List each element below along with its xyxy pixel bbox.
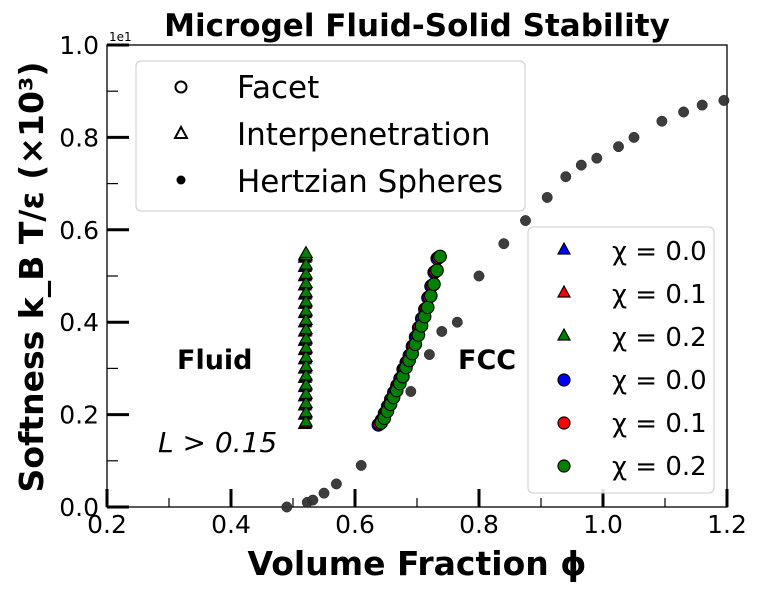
hertzian-point [473, 270, 485, 282]
x-axis-label: Volume Fraction ϕ [247, 544, 586, 583]
interpenetration-point [298, 266, 314, 279]
interpenetration-point [298, 284, 314, 298]
legend-chi-circ-0-label: χ = 0.0 [612, 366, 707, 396]
hertzian-point [281, 501, 293, 513]
legend-chi-circ-0-marker [557, 373, 571, 387]
hertzian-point [318, 487, 330, 499]
legend-facet-marker [174, 80, 188, 94]
legend-facet-label: Facet [237, 70, 319, 106]
legend-chi-box [527, 226, 715, 494]
legend-chi-circ-2-marker [557, 459, 571, 473]
y-tick-label: 0.8 [59, 123, 99, 152]
facet-point [427, 277, 441, 292]
facet-point [430, 263, 444, 278]
interpenetration-point [298, 377, 314, 390]
interpenetration-point [298, 386, 314, 399]
interpenetration-point [298, 395, 314, 409]
hertzian-point [451, 316, 463, 328]
facet-point [423, 288, 438, 303]
y-axis: 0.0 0.2 0.4 0.6 0.8 1.0 [59, 31, 129, 522]
legend-chi-circ-2-label: χ = 0.2 [612, 452, 707, 482]
interpenetration-point [298, 404, 314, 418]
hertzian-point [628, 131, 640, 143]
hertzian-series [281, 94, 730, 513]
y-tick-label: 1.0 [59, 31, 99, 60]
legend-markers-box [135, 60, 526, 212]
hertzian-point [520, 215, 531, 227]
hertzian-point [423, 349, 435, 360]
interpenetration-point [298, 275, 314, 289]
x-tick-label: 0.6 [335, 510, 375, 539]
legend-chi-circ-1-label: χ = 0.1 [612, 409, 707, 439]
interpenetration-point [298, 367, 314, 381]
hertzian-point [613, 141, 624, 153]
legend-chi-tri-0-marker [556, 241, 572, 255]
y-tick-label: 0.0 [59, 493, 99, 522]
interpenetration-point [298, 321, 314, 335]
y-tick-label: 0.4 [59, 308, 99, 337]
legend-chi-tri-0-label: χ = 0.0 [612, 237, 707, 267]
interpenetration-point [298, 330, 314, 344]
x-tick-label: 1.2 [707, 510, 747, 539]
interpenetration-point [298, 303, 314, 316]
hertzian-point [656, 115, 668, 127]
hertzian-point [560, 171, 572, 183]
interpenetration-point [298, 245, 314, 259]
hertzian-point [696, 99, 708, 111]
hertzian-point [355, 459, 367, 471]
hertzian-point [678, 106, 690, 118]
x-axis: 0.2 0.4 0.6 0.8 1.0 1.2 [87, 489, 747, 539]
hertzian-point [541, 192, 553, 203]
interpenetration-point [298, 340, 314, 353]
y-tick-label: 0.6 [59, 216, 99, 245]
hertzian-point [307, 494, 319, 506]
chart-title: Microgel Fluid-Solid Stability [164, 8, 670, 44]
legend-hertzian-marker [176, 175, 186, 185]
facet-point [420, 300, 435, 315]
interpenetration-point [298, 257, 314, 270]
x-tick-label: 0.4 [211, 510, 251, 539]
legend-chi-tri-2-label: χ = 0.2 [612, 323, 707, 353]
hertzian-point [330, 478, 342, 490]
x-tick-label: 0.2 [87, 510, 127, 539]
legend-chi-tri-1-label: χ = 0.1 [612, 280, 707, 310]
x-tick-label: 1.0 [583, 510, 623, 539]
y-offset-text: 1e1 [109, 30, 132, 44]
legend-chi-tri-1-marker [556, 284, 572, 298]
facet-series [371, 249, 447, 432]
hertzian-point [575, 159, 587, 171]
hertzian-point [498, 238, 510, 250]
interpenetration-point [298, 414, 314, 427]
annotation-fcc: FCC [458, 345, 516, 376]
legend-chi-circ-1-marker [557, 416, 571, 430]
x-tick-label: 0.8 [459, 510, 499, 539]
legend-hertzian-label: Hertzian Spheres [237, 164, 503, 200]
annotation-fluid: Fluid [177, 345, 253, 376]
legend-interpenetration-label: Interpenetration [237, 117, 491, 153]
interpenetration-series [297, 245, 314, 430]
legend-chi: χ = 0.0 χ = 0.1 χ = 0.2 χ = 0.0 χ = 0.1 … [527, 226, 715, 494]
annotation-l: L > 0.15 [158, 426, 277, 459]
interpenetration-point [298, 358, 314, 372]
y-axis-label: Softness k_B T/ε (×10³) [12, 62, 51, 493]
legend-chi-tri-2-marker [556, 327, 572, 341]
hertzian-point [591, 152, 603, 164]
facet-point [433, 249, 447, 264]
legend-markers: Facet Interpenetration Hertzian Spheres [135, 60, 526, 212]
y-tick-label: 0.2 [59, 401, 99, 430]
hertzian-point [718, 94, 730, 106]
hertzian-point [436, 325, 448, 337]
interpenetration-point [298, 312, 314, 326]
interpenetration-point [298, 349, 314, 362]
legend-interpenetration-marker [173, 124, 189, 139]
interpenetration-point [298, 294, 314, 307]
hertzian-point [405, 386, 417, 397]
